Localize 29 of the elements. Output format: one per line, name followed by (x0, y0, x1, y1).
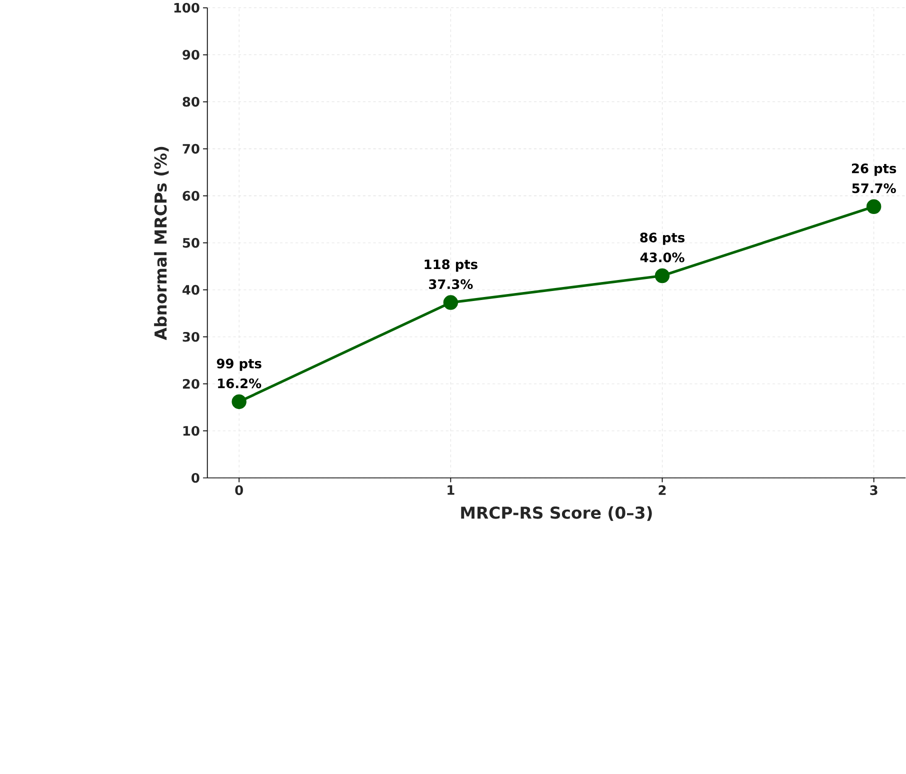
y-tick-label: 30 (182, 332, 200, 342)
y-tick-label: 0 (192, 472, 200, 483)
point (654, 268, 670, 284)
y-axis-title: Abnormal MRCPs (%) (154, 146, 169, 340)
annotation: 86 pts (640, 232, 685, 245)
x-tick-label: 2 (658, 485, 666, 495)
data-label: 37.3% (429, 279, 473, 290)
x-axis-title: MRCP-RS Score (0–3) (461, 506, 652, 521)
data-label: 43.0% (640, 252, 684, 262)
y-tick-label: 60 (182, 190, 200, 201)
point (232, 394, 246, 410)
y-tick-label: 20 (182, 378, 200, 389)
y-tick-label: 50 (182, 238, 200, 248)
y-tick-label: 40 (182, 284, 200, 295)
data-label: 16.2% (218, 378, 262, 388)
y-tick-label: 90 (182, 50, 200, 60)
y-tick-label: 10 (183, 426, 200, 436)
data-label: 57.7% (852, 183, 896, 194)
y-tick-label: 80 (182, 96, 200, 107)
annotation: 99 pts (216, 358, 262, 371)
point (866, 199, 882, 214)
x-tick-label: 1 (448, 485, 454, 495)
y-tick-label: 100 (174, 2, 200, 13)
x-tick-label: 0 (235, 485, 243, 496)
annotation: 118 pts (424, 259, 478, 272)
annotation: 26 pts (852, 163, 896, 176)
x-tick-label: 3 (870, 485, 878, 496)
point (443, 295, 458, 310)
y-tick-label: 70 (182, 144, 200, 154)
